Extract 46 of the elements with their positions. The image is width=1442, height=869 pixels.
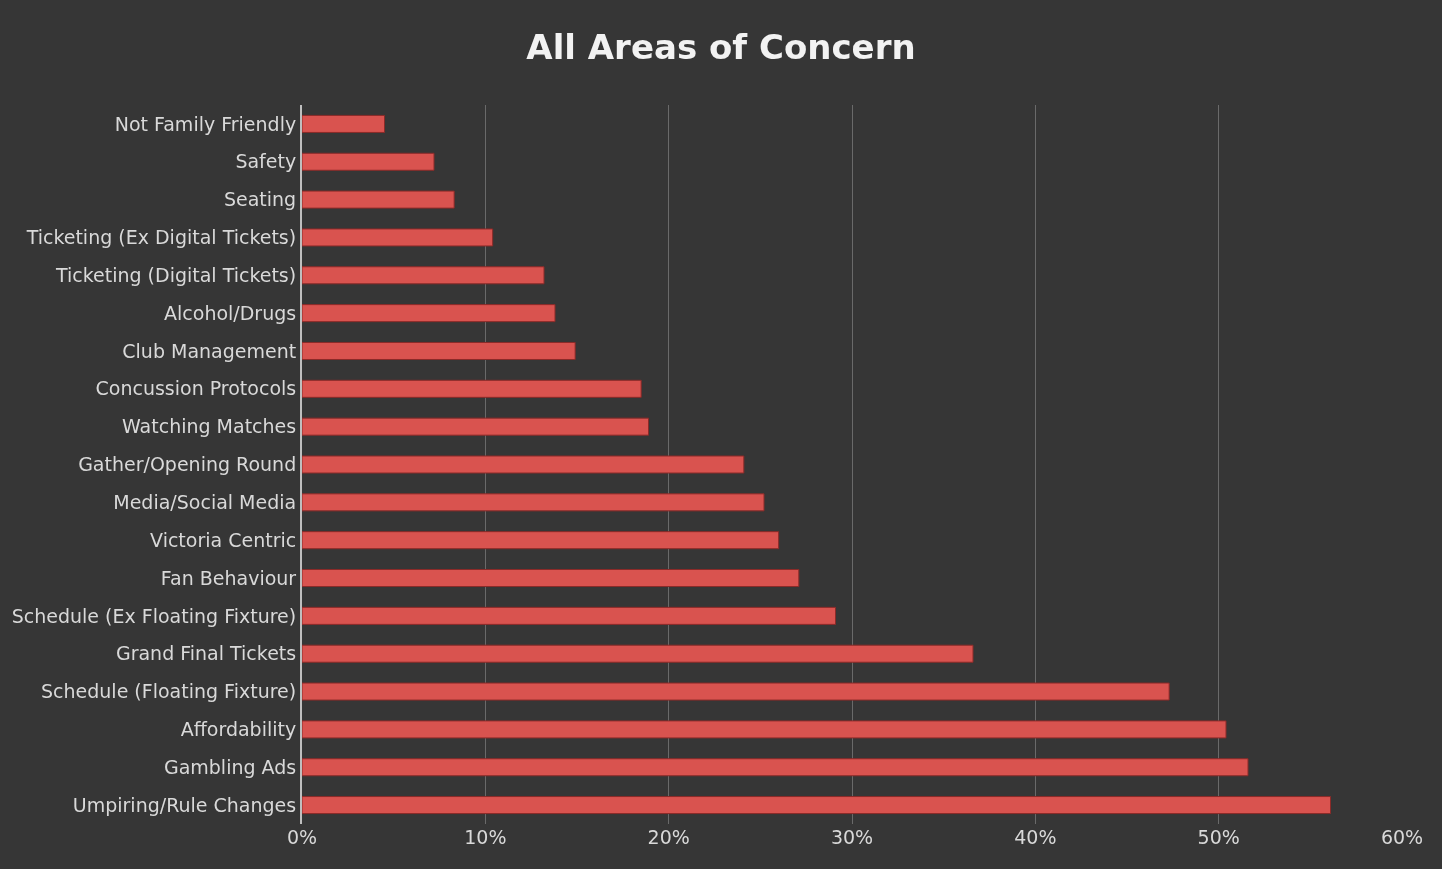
y-tick-label: Media/Social Media — [113, 490, 297, 513]
y-tick-label: Ticketing (Digital Tickets) — [54, 263, 297, 286]
bar — [302, 682, 1170, 701]
bar — [302, 493, 765, 512]
bar — [302, 758, 1249, 777]
bar — [302, 796, 1331, 815]
bar — [302, 304, 556, 323]
bar — [302, 644, 974, 663]
y-tick-label: Concussion Protocols — [95, 377, 297, 400]
bar — [302, 152, 435, 171]
bar — [302, 606, 836, 625]
bar — [302, 190, 455, 209]
x-tick-label: 50% — [1197, 826, 1240, 848]
y-tick-label: Umpiring/Rule Changes — [72, 793, 297, 816]
y-tick-label: Victoria Centric — [150, 528, 297, 551]
bar — [302, 114, 385, 133]
y-tick-label: Seating — [223, 188, 297, 211]
bar — [302, 266, 545, 285]
y-tick-label: Gambling Ads — [163, 755, 297, 778]
y-tick-label: Club Management — [122, 339, 297, 362]
x-tick-label: 0% — [286, 826, 318, 848]
y-tick-label: Gather/Opening Round — [78, 453, 297, 476]
bar — [302, 569, 800, 588]
y-tick-label: Watching Matches — [122, 415, 297, 438]
y-tick-label: Schedule (Ex Floating Fixture) — [11, 604, 297, 627]
x-tick-label: 10% — [464, 826, 507, 848]
bar — [302, 379, 642, 398]
x-tick-label: 30% — [830, 826, 874, 848]
x-tick-label: 40% — [1014, 826, 1057, 848]
y-tick-label: Grand Final Tickets — [115, 642, 297, 665]
bar — [302, 417, 649, 436]
y-tick-label: Safety — [235, 150, 297, 173]
bar — [302, 531, 780, 550]
y-tick-label: Alcohol/Drugs — [164, 301, 297, 324]
chart-title: All Areas of Concern — [526, 26, 916, 67]
bar — [302, 720, 1227, 739]
x-tick-label: 60% — [1380, 826, 1424, 848]
y-tick-label: Fan Behaviour — [160, 566, 297, 589]
bar — [302, 341, 576, 360]
y-tick-label: Not Family Friendly — [114, 112, 297, 135]
y-tick-label: Affordability — [180, 718, 297, 741]
y-tick-label: Ticketing (Ex Digital Tickets) — [25, 226, 297, 249]
y-tick-label: Schedule (Floating Fixture) — [41, 680, 297, 703]
bar — [302, 455, 745, 474]
bar — [302, 228, 494, 247]
x-tick-label: 20% — [647, 826, 690, 848]
